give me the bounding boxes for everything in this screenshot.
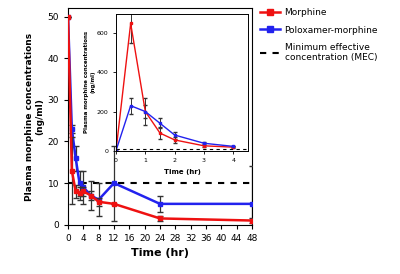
X-axis label: Time (hr): Time (hr)	[131, 248, 189, 258]
Legend: Morphine, Poloxamer-morphine, Minimum effective
concentration (MEC): Morphine, Poloxamer-morphine, Minimum ef…	[260, 8, 378, 62]
Y-axis label: Plasma morphine concentrations
(ng/ml): Plasma morphine concentrations (ng/ml)	[25, 32, 45, 201]
X-axis label: Time (hr): Time (hr)	[164, 169, 200, 175]
Y-axis label: Plasma morphine concentrations
(ng/ml): Plasma morphine concentrations (ng/ml)	[84, 31, 95, 133]
